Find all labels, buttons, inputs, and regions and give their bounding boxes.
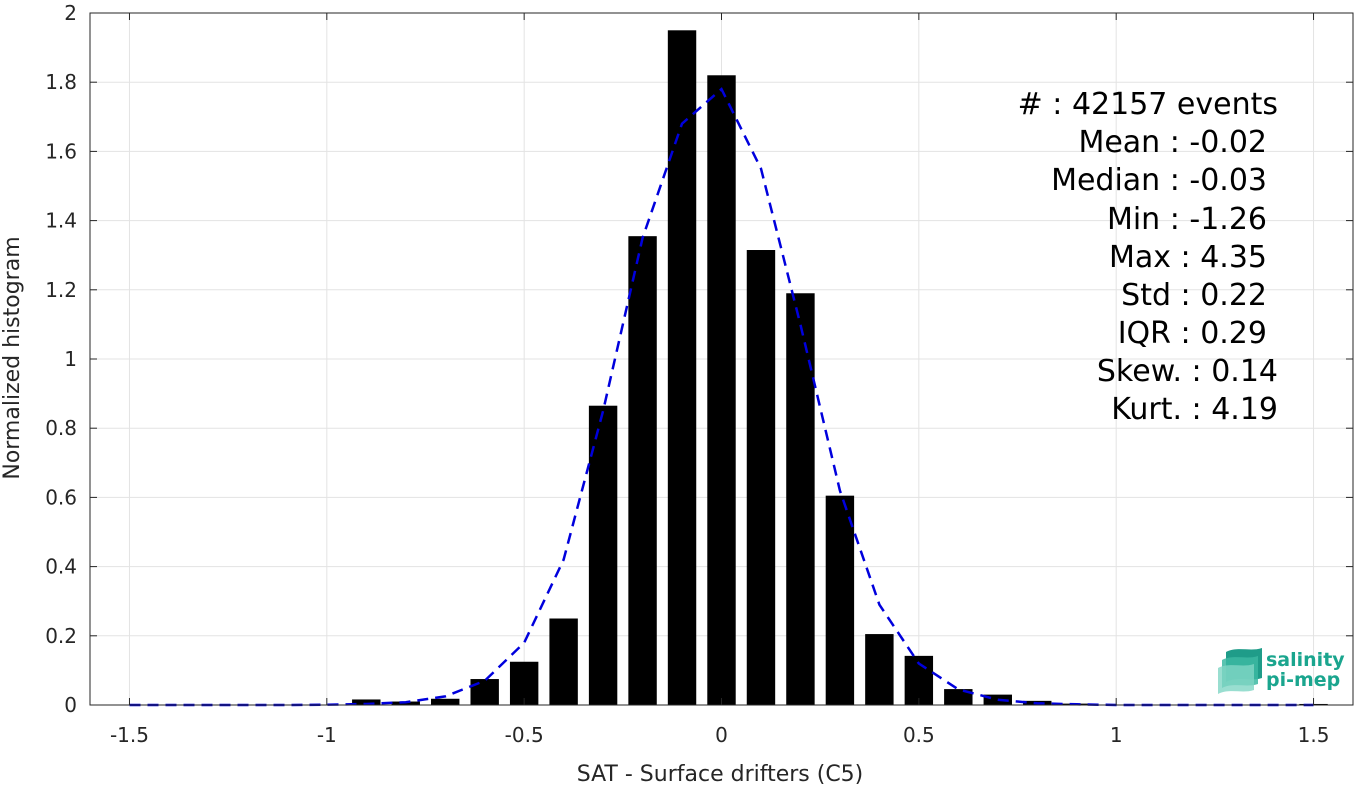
histogram-bar [667,30,697,706]
histogram-bar [865,634,894,705]
stat-min: Min : -1.26 [1107,202,1267,237]
y-tick-label: 0.8 [45,416,77,440]
logo-line2: pi-mep [1266,669,1340,691]
stat-kurt: Kurt. : 4.19 [1111,392,1278,427]
x-tick-label: -1.5 [110,723,149,747]
logo-line1: salinity [1266,649,1345,671]
y-axis-ticks: 0 0.2 0.4 0.6 0.8 1 1.2 1.4 1.6 1.8 2 [45,1,1353,717]
histogram-bar [707,75,736,705]
histogram-bar [352,699,381,705]
stat-max: Max : 4.35 [1109,240,1267,275]
y-tick-label: 0 [64,693,77,717]
x-tick-label: -0.5 [505,723,544,747]
x-tick-label: 1.5 [1298,723,1330,747]
x-axis-ticks: -1.5 -1 -0.5 0 0.5 1 1.5 [110,13,1329,747]
x-tick-label: -1 [317,723,337,747]
y-tick-label: 0.6 [45,485,77,509]
y-tick-label: 2 [64,1,77,25]
histogram-bar [549,618,578,705]
y-tick-label: 0.2 [45,624,77,648]
x-tick-label: 1 [1110,723,1123,747]
y-tick-label: 1.2 [45,278,77,302]
stat-count: # : 42157 events [1018,87,1278,122]
y-tick-label: 1.8 [45,70,77,94]
histogram-bar [746,250,776,705]
histogram-bar [588,405,618,705]
histogram-bar [944,689,973,705]
x-tick-label: 0.5 [903,723,935,747]
histogram-bar [431,698,460,705]
x-tick-label: 0 [715,723,728,747]
y-tick-label: 1.6 [45,139,77,163]
wave-logo-icon [1218,648,1262,694]
y-axis-label: Normalized histogram [0,236,25,479]
y-tick-label: 1 [64,347,77,371]
stats-box: # : 42157 events Mean : -0.02 Median : -… [1018,87,1278,427]
histogram-bar [509,661,539,705]
histogram-bar [628,236,657,706]
stat-std: Std : 0.22 [1121,278,1267,313]
histogram-bar [825,495,855,705]
stat-skew: Skew. : 0.14 [1097,354,1278,389]
stat-median: Median : -0.03 [1051,163,1267,198]
stat-mean: Mean : -0.02 [1078,125,1267,160]
histogram-bars [352,30,1328,706]
y-tick-label: 0.4 [45,555,77,579]
x-axis-label: SAT - Surface drifters (C5) [577,762,864,785]
y-tick-label: 1.4 [45,209,77,233]
histogram-bar [786,293,815,705]
salinity-pimep-logo: salinity pi-mep [1218,648,1345,694]
histogram-bar [470,679,499,705]
stat-iqr: IQR : 0.29 [1118,316,1267,351]
